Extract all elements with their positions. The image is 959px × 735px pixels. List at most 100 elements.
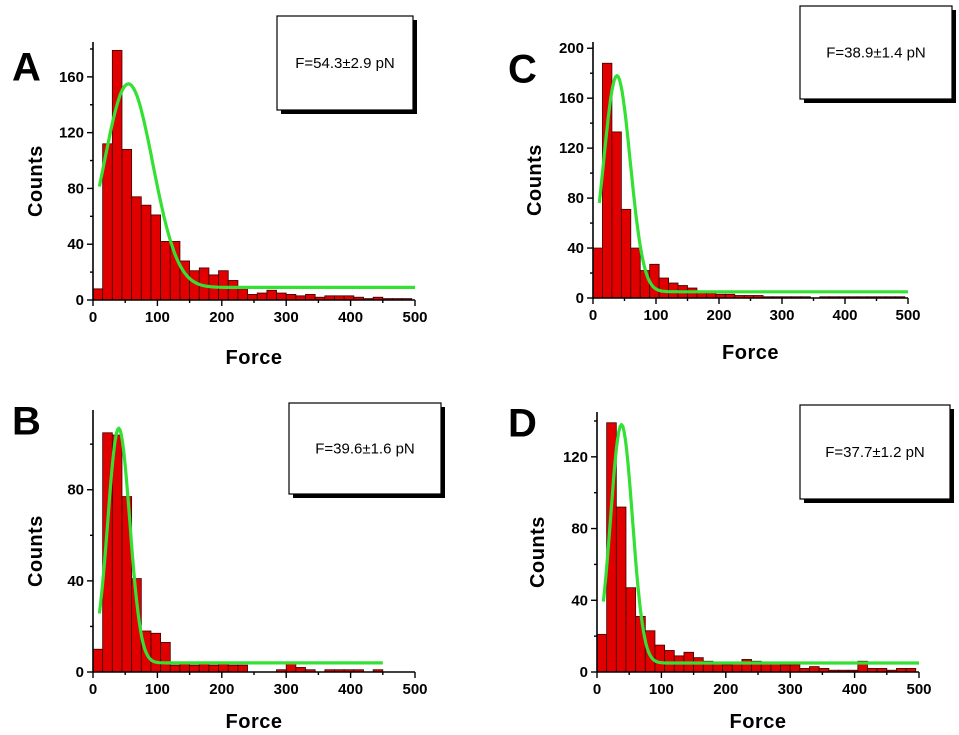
histogram-bar xyxy=(227,280,239,301)
x-tick-label: 500 xyxy=(402,681,427,698)
panel-b: B 0 100 200 300 400 500 0 40 80 Force Counts F=39.6±… xyxy=(12,400,445,733)
x-tick-label: 100 xyxy=(649,681,674,698)
y-tick-label: 80 xyxy=(571,521,588,538)
histogram-bar xyxy=(237,664,248,673)
x-tick-label: 100 xyxy=(145,681,170,698)
x-axis-title: Force xyxy=(226,711,283,733)
panel-letter-b: B xyxy=(12,400,41,444)
histogram-bar xyxy=(741,659,752,673)
histogram-bar xyxy=(276,292,287,301)
panel-letter-d: D xyxy=(508,402,537,446)
y-tick-label: 40 xyxy=(567,240,584,257)
x-tick-label: 0 xyxy=(589,307,597,324)
x-tick-label: 500 xyxy=(402,309,427,326)
histogram-bar xyxy=(140,204,152,301)
histogram-bar xyxy=(722,664,733,673)
x-tick-label: 200 xyxy=(706,307,731,324)
histogram-bar xyxy=(693,657,704,673)
histogram-bar xyxy=(664,650,675,673)
histogram-bar xyxy=(592,247,603,299)
histogram-bar xyxy=(620,208,632,299)
histogram-bar xyxy=(630,247,641,299)
histogram-bar xyxy=(131,196,142,301)
x-tick-label: 300 xyxy=(778,681,803,698)
y-tick-label: 120 xyxy=(59,125,84,142)
fit-result-label: F=54.3±2.9 pN xyxy=(295,55,395,72)
histogram-bar xyxy=(121,148,133,301)
y-tick-label: 160 xyxy=(559,90,584,107)
y-axis-title: Counts xyxy=(524,144,546,216)
x-tick-label: 300 xyxy=(274,309,299,326)
histogram-bar xyxy=(266,289,277,301)
panel-c: C 0 100 200 300 400 500 0 40 80 120 160 200 Force Coun… xyxy=(508,5,956,364)
y-tick-label: 160 xyxy=(59,69,84,86)
annotation-box xyxy=(799,404,951,500)
x-tick-label: 400 xyxy=(842,681,867,698)
annotation-box xyxy=(288,402,442,495)
histogram-bar xyxy=(218,270,229,301)
y-tick-label: 0 xyxy=(580,664,588,681)
gaussian-fit-line xyxy=(597,74,909,294)
y-tick-label: 80 xyxy=(67,482,84,499)
panel-letter-a: A xyxy=(12,46,41,90)
y-axis-title: Counts xyxy=(25,515,47,587)
histogram-bar xyxy=(305,294,316,301)
histogram-bar xyxy=(809,666,820,673)
histogram-bar xyxy=(189,664,200,673)
panel-d: D 0 100 200 300 400 500 0 40 80 120 Force Counts F=37… xyxy=(508,402,954,733)
histogram-bar xyxy=(227,664,239,673)
histogram-bar xyxy=(92,288,104,301)
y-tick-label: 40 xyxy=(67,573,84,590)
y-axis-title: Counts xyxy=(527,516,549,588)
gaussian-fit-line xyxy=(97,82,416,289)
x-tick-label: 500 xyxy=(895,307,920,324)
histogram-bar xyxy=(111,434,123,673)
x-axis-title: Force xyxy=(722,342,779,364)
x-tick-label: 0 xyxy=(89,309,97,326)
histogram-bar xyxy=(150,632,162,673)
y-tick-label: 0 xyxy=(76,664,84,681)
histogram-bar xyxy=(615,506,627,673)
histogram-bar xyxy=(789,664,801,673)
histogram-bar xyxy=(160,641,171,673)
gaussian-fit-line xyxy=(97,426,384,665)
histogram-bar xyxy=(658,277,670,299)
fit-result-label: F=38.9±1.4 pN xyxy=(826,45,926,62)
x-tick-label: 400 xyxy=(338,309,363,326)
y-tick-label: 200 xyxy=(559,40,584,57)
histogram-bar xyxy=(611,131,622,299)
y-tick-label: 120 xyxy=(563,449,588,466)
x-tick-label: 200 xyxy=(713,681,738,698)
y-tick-label: 80 xyxy=(67,180,84,197)
x-tick-label: 0 xyxy=(89,681,97,698)
histogram-bar xyxy=(208,664,219,673)
histogram-bar xyxy=(111,49,123,301)
annotation-box xyxy=(799,5,953,100)
y-tick-label: 0 xyxy=(576,290,584,307)
x-tick-label: 400 xyxy=(338,681,363,698)
histogram-bar xyxy=(654,644,666,673)
histogram-bar xyxy=(160,241,171,301)
x-tick-label: 400 xyxy=(832,307,857,324)
fit-result-label: F=37.7±1.2 pN xyxy=(825,444,925,461)
x-tick-label: 0 xyxy=(593,681,601,698)
x-axis-title: Force xyxy=(730,711,787,733)
x-tick-label: 200 xyxy=(209,309,234,326)
y-tick-label: 80 xyxy=(567,190,584,207)
annotation-box xyxy=(276,15,414,111)
x-tick-label: 100 xyxy=(643,307,668,324)
y-tick-label: 120 xyxy=(559,140,584,157)
panel-letter-c: C xyxy=(508,48,537,92)
panel-a: A 0 100 200 300 400 500 0 40 80 120 160 Force Counts F… xyxy=(12,15,428,369)
x-tick-label: 500 xyxy=(906,681,931,698)
histogram-bar xyxy=(596,633,608,673)
fit-result-label: F=39.6±1.6 pN xyxy=(315,441,415,458)
y-tick-label: 40 xyxy=(571,592,588,609)
histogram-bar xyxy=(285,294,297,301)
histogram-bar xyxy=(625,587,637,673)
histogram-bar xyxy=(237,288,248,301)
x-tick-label: 200 xyxy=(209,681,234,698)
histogram-bar xyxy=(92,648,104,673)
x-tick-label: 300 xyxy=(769,307,794,324)
